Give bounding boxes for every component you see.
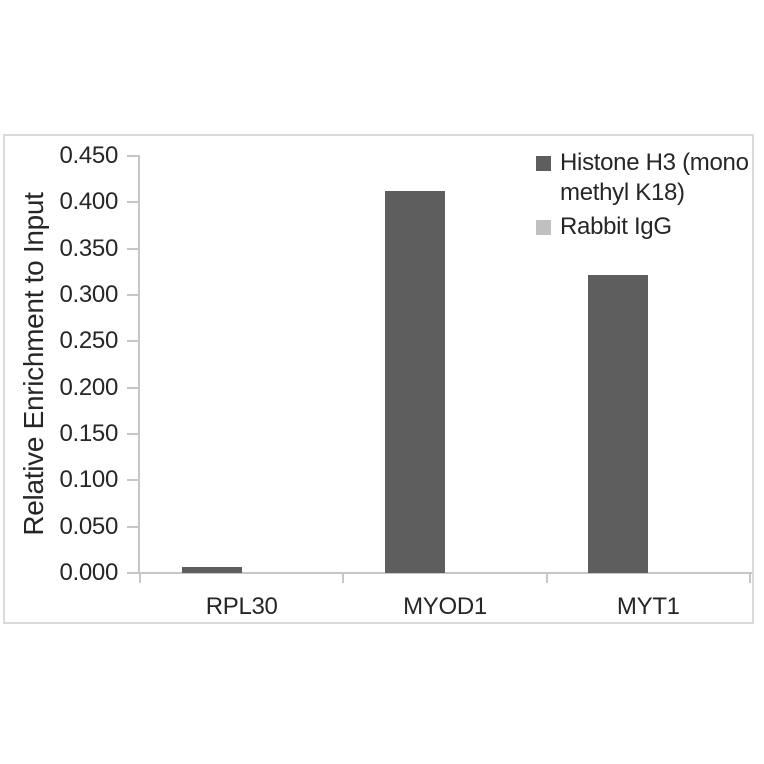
- legend-marker-rabbit-igg-icon: [536, 220, 551, 235]
- x-tick-mark: [545, 574, 548, 583]
- x-axis-line: [138, 572, 752, 574]
- legend-item-rabbit-igg: Rabbit IgG: [536, 212, 750, 242]
- y-axis-line: [138, 156, 140, 573]
- y-tick-label: 0.350: [59, 234, 118, 262]
- y-tick-label: 0.100: [59, 466, 118, 494]
- y-tick-label: 0.250: [59, 327, 118, 355]
- y-tick-mark: [127, 433, 140, 435]
- x-category-label: MYOD1: [403, 593, 487, 620]
- y-tick-mark: [127, 247, 140, 250]
- y-tick-mark: [127, 525, 140, 528]
- legend-label-rabbit-igg: Rabbit IgG: [560, 213, 672, 240]
- x-category-label: MYT1: [616, 593, 680, 620]
- x-category-label: RPL30: [205, 593, 278, 620]
- y-tick-mark: [127, 294, 140, 296]
- y-tick-label: 0.000: [59, 559, 118, 586]
- legend: Histone H3 (mono methyl K18) Rabbit IgG: [536, 148, 750, 242]
- legend-marker-histone-h3-icon: [536, 156, 551, 171]
- y-tick-label: 0.200: [59, 373, 118, 401]
- bar-rpl30-series0: [181, 567, 242, 573]
- x-tick-mark: [749, 574, 751, 583]
- y-tick-mark: [127, 479, 140, 482]
- bar-myt1-series0: [588, 275, 649, 573]
- x-tick-mark: [139, 574, 141, 583]
- y-tick-label: 0.300: [59, 281, 118, 308]
- legend-label-histone-h3: Histone H3 (mono methyl K18): [560, 149, 749, 206]
- y-tick-label: 0.400: [59, 188, 118, 216]
- y-tick-mark: [127, 386, 140, 389]
- y-tick-mark: [127, 572, 140, 574]
- y-tick-mark: [127, 340, 140, 343]
- y-tick-label: 0.450: [59, 142, 118, 169]
- bar-myod1-series0: [385, 191, 445, 573]
- y-tick-mark: [127, 155, 140, 157]
- y-tick-label: 0.050: [59, 512, 118, 540]
- x-tick-mark: [342, 574, 345, 583]
- y-tick-label: 0.150: [59, 420, 118, 447]
- y-tick-mark: [127, 201, 140, 204]
- legend-item-histone-h3: Histone H3 (mono methyl K18): [536, 148, 750, 208]
